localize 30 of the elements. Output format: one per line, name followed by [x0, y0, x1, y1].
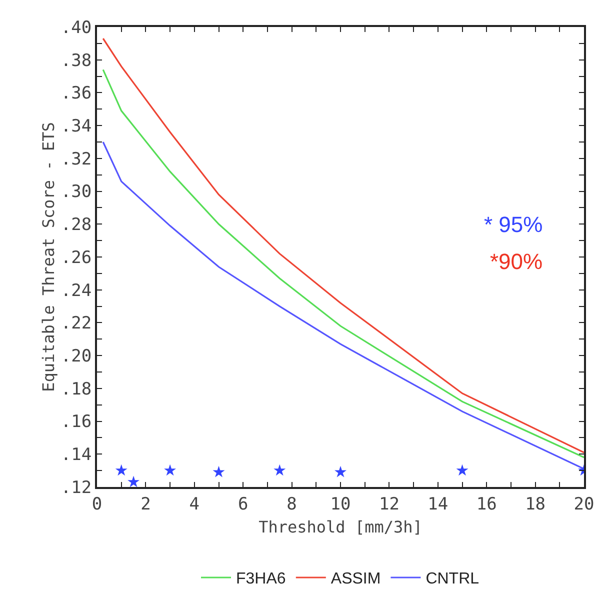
- y-tick-label: .20: [60, 346, 92, 367]
- y-tick-label: .32: [60, 149, 92, 170]
- y-tick-label: .30: [60, 182, 92, 202]
- x-tick-label: 18: [525, 494, 546, 514]
- y-tick-label: .16: [60, 412, 92, 432]
- y-tick-label: .22: [60, 314, 92, 334]
- y-tick-label: .12: [60, 478, 92, 498]
- y-tick-label: .18: [60, 379, 92, 400]
- y-tick-label: .26: [60, 248, 92, 268]
- y-tick-label: .24: [60, 280, 92, 301]
- y-tick-label: .34: [60, 116, 92, 137]
- y-axis-title: Equitable Threat Score - ETS: [39, 122, 58, 392]
- x-tick-label: 2: [140, 494, 151, 514]
- y-tick-label: .14: [60, 445, 92, 466]
- x-tick-label: 10: [330, 494, 351, 514]
- annotation: *90%: [490, 249, 543, 274]
- x-tick-label: 16: [476, 494, 497, 514]
- y-tick-label: .38: [60, 50, 92, 71]
- x-tick-label: 12: [378, 494, 400, 514]
- annotation: * 95%: [484, 212, 543, 237]
- x-tick-label: 0: [92, 494, 102, 514]
- x-tick-label: 6: [238, 494, 248, 514]
- y-tick-label: .40: [60, 18, 92, 38]
- x-tick-label: 14: [428, 494, 448, 514]
- x-tick-label: 20: [574, 494, 594, 514]
- y-tick-label: .36: [60, 84, 92, 104]
- x-tick-label: 8: [286, 494, 297, 514]
- x-tick-label: 4: [189, 494, 200, 514]
- x-axis-title: Threshold [mm/3h]: [258, 518, 422, 537]
- y-tick-label: .28: [60, 215, 92, 236]
